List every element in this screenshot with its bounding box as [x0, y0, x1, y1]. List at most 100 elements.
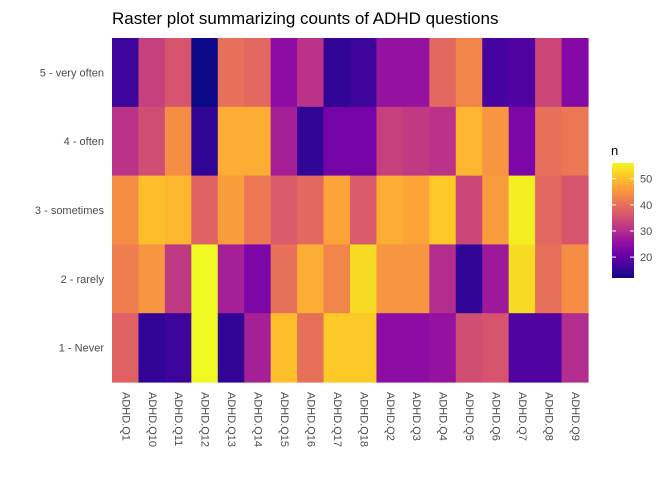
heatmap-cell	[508, 38, 536, 108]
y-tick-label: 4 - often	[64, 136, 104, 148]
x-tick-label: ADHD.Q8	[542, 392, 554, 441]
legend-tick-label: 40	[640, 200, 652, 212]
heatmap-cell	[112, 313, 140, 383]
heatmap-cell	[455, 106, 483, 177]
x-tick-label: ADHD.Q3	[410, 392, 422, 441]
heatmap-cell	[561, 106, 589, 177]
heatmap-cell	[402, 244, 430, 314]
heatmap-cell	[138, 106, 166, 177]
heatmap-cell	[535, 38, 563, 108]
heatmap-cell	[402, 106, 430, 177]
heatmap-cell	[217, 175, 245, 245]
x-tick-label: ADHD.Q12	[199, 392, 211, 447]
x-tick-label: ADHD.Q6	[490, 392, 502, 441]
heatmap-cell	[561, 38, 589, 108]
x-tick-label: ADHD.Q15	[278, 392, 290, 447]
heatmap-cell	[535, 106, 563, 177]
heatmap-cell	[297, 244, 325, 314]
heatmap-cell	[429, 175, 457, 245]
heatmap-cell	[482, 313, 510, 383]
heatmap-cell	[323, 38, 351, 108]
heatmap-cell	[164, 244, 192, 314]
heatmap-cell	[455, 313, 483, 383]
heatmap-cell	[508, 175, 536, 245]
heatmap-cell	[429, 244, 457, 314]
heatmap-cell	[164, 106, 192, 177]
legend-title: n	[611, 143, 618, 158]
heatmap-cell	[561, 175, 589, 245]
x-tick-label: ADHD.Q11	[172, 392, 184, 446]
heatmap-cell	[482, 106, 510, 177]
heatmap-cell	[482, 244, 510, 314]
heatmap-cell	[217, 106, 245, 177]
heatmap-cell	[376, 313, 404, 383]
legend-tick-label: 50	[640, 174, 652, 186]
legend-ticks: 20 30 40 50	[612, 174, 652, 264]
heatmap-cell	[138, 313, 166, 383]
heatmap-cell	[323, 313, 351, 383]
chart-title: Raster plot summarizing counts of ADHD q…	[112, 9, 498, 28]
heatmap-cell	[376, 175, 404, 245]
heatmap-cell	[508, 313, 536, 383]
heatmap-cell	[244, 175, 272, 245]
x-tick-label: ADHD.Q18	[357, 392, 369, 447]
y-tick-label: 3 - sometimes	[35, 205, 105, 217]
heatmap-cell	[191, 244, 219, 314]
heatmap-cell	[350, 106, 378, 177]
x-tick-label: ADHD.Q14	[252, 392, 264, 447]
y-tick-label: 1 - Never	[59, 343, 105, 355]
heatmap-cell	[112, 244, 140, 314]
legend-colorbar	[612, 163, 634, 278]
heatmap-cell	[112, 175, 140, 245]
x-tick-label: ADHD.Q13	[225, 392, 237, 447]
heatmap-cell	[535, 175, 563, 245]
x-tick-label: ADHD.Q16	[304, 392, 316, 447]
heatmap-cell	[164, 313, 192, 383]
heatmap-cell	[191, 38, 219, 108]
heatmap-cell	[297, 106, 325, 177]
heatmap-cell	[376, 38, 404, 108]
heatmap-cell	[244, 38, 272, 108]
heatmap-cell	[270, 38, 298, 108]
heatmap-cell	[350, 313, 378, 383]
color-legend: n 20 30 40 50	[611, 143, 652, 278]
heatmap-cell	[323, 175, 351, 245]
heatmap-cell	[376, 244, 404, 314]
heatmap-cell	[297, 175, 325, 245]
heatmap-cell	[482, 175, 510, 245]
x-tick-label: ADHD.Q9	[569, 392, 581, 441]
heatmap-cell	[402, 175, 430, 245]
heatmap-cell	[376, 106, 404, 177]
heatmap-cell	[270, 175, 298, 245]
heatmap-cell	[191, 106, 219, 177]
heatmap-cell	[429, 313, 457, 383]
heatmap-cell	[191, 175, 219, 245]
heatmap-cell	[244, 244, 272, 314]
heatmap-cell	[270, 313, 298, 383]
heatmap-cell	[138, 38, 166, 108]
x-tick-label: ADHD.Q4	[437, 392, 449, 441]
x-tick-label: ADHD.Q10	[146, 392, 158, 447]
x-axis-labels: ADHD.Q1 ADHD.Q10 ADHD.Q11 ADHD.Q12 ADHD.Q13 A…	[119, 392, 581, 447]
legend-tick-label: 30	[640, 226, 652, 238]
heatmap-cell	[297, 313, 325, 383]
heatmap-cell	[455, 244, 483, 314]
heatmap-cell	[482, 38, 510, 108]
x-tick-label: ADHD.Q7	[516, 392, 528, 441]
heatmap-cell	[535, 244, 563, 314]
x-tick-label: ADHD.Q17	[331, 392, 343, 447]
heatmap-cell	[270, 244, 298, 314]
heatmap-cell	[508, 106, 536, 177]
heatmap-cell	[561, 244, 589, 314]
y-tick-label: 2 - rarely	[61, 274, 105, 286]
heatmap-cell	[191, 313, 219, 383]
heatmap-cell	[350, 244, 378, 314]
heatmap-cell	[508, 244, 536, 314]
heatmap-cell	[455, 38, 483, 108]
heatmap-cell	[323, 244, 351, 314]
heatmap-cell	[138, 244, 166, 314]
x-tick-label: ADHD.Q1	[119, 392, 131, 441]
heatmap-cell	[402, 313, 430, 383]
heatmap-cell	[535, 313, 563, 383]
